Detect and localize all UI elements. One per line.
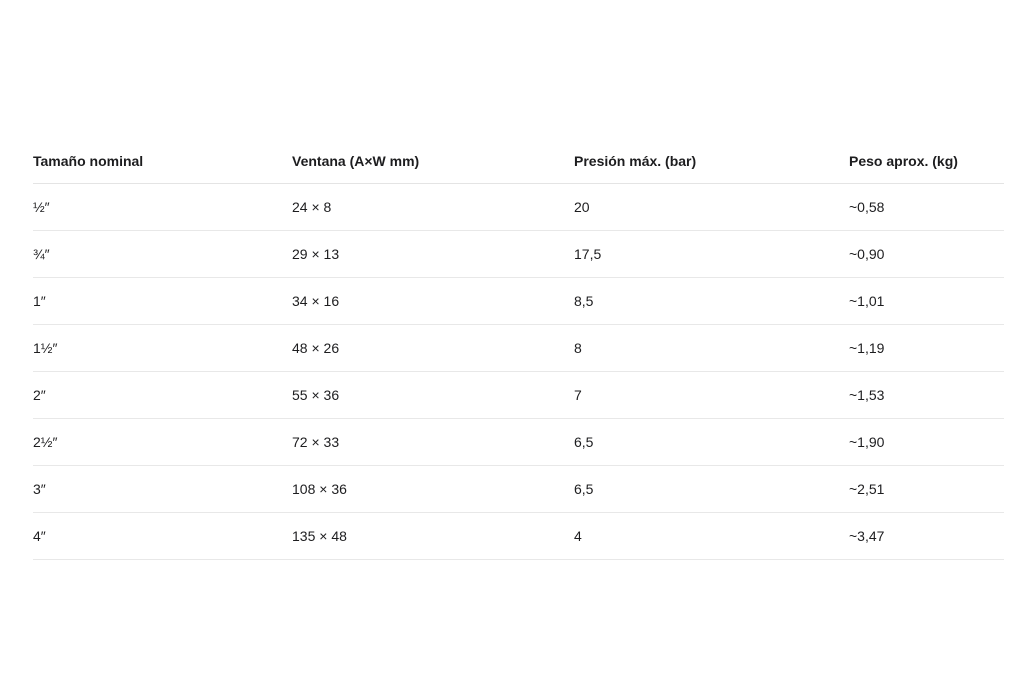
header-nominal-size: Tamaño nominal	[33, 138, 292, 184]
cell-weight: ~1,01	[849, 277, 1004, 325]
table-row: 2″ 55 × 36 7 ~1,53	[33, 371, 1004, 419]
table-row: 3″ 108 × 36 6,5 ~2,51	[33, 465, 1004, 513]
cell-max-pressure: 4	[574, 512, 849, 560]
cell-nominal-size: 2″	[33, 371, 292, 419]
cell-window: 24 × 8	[292, 183, 574, 231]
cell-window: 29 × 13	[292, 230, 574, 278]
header-weight: Peso aprox. (kg)	[849, 138, 1004, 184]
table-row: 2½″ 72 × 33 6,5 ~1,90	[33, 418, 1004, 466]
cell-nominal-size: ½″	[33, 183, 292, 231]
cell-max-pressure: 6,5	[574, 418, 849, 466]
cell-nominal-size: 2½″	[33, 418, 292, 466]
cell-weight: ~3,47	[849, 512, 1004, 560]
cell-window: 55 × 36	[292, 371, 574, 419]
cell-nominal-size: 1½″	[33, 324, 292, 372]
cell-max-pressure: 8,5	[574, 277, 849, 325]
cell-weight: ~0,90	[849, 230, 1004, 278]
cell-nominal-size: 4″	[33, 512, 292, 560]
cell-window: 108 × 36	[292, 465, 574, 513]
cell-max-pressure: 7	[574, 371, 849, 419]
cell-max-pressure: 20	[574, 183, 849, 231]
table-row: ½″ 24 × 8 20 ~0,58	[33, 183, 1004, 231]
cell-max-pressure: 17,5	[574, 230, 849, 278]
cell-window: 135 × 48	[292, 512, 574, 560]
table-row: ¾″ 29 × 13 17,5 ~0,90	[33, 230, 1004, 278]
cell-weight: ~1,90	[849, 418, 1004, 466]
cell-max-pressure: 8	[574, 324, 849, 372]
cell-window: 48 × 26	[292, 324, 574, 372]
table-row: 4″ 135 × 48 4 ~3,47	[33, 512, 1004, 560]
cell-max-pressure: 6,5	[574, 465, 849, 513]
cell-nominal-size: 3″	[33, 465, 292, 513]
cell-window: 72 × 33	[292, 418, 574, 466]
cell-weight: ~2,51	[849, 465, 1004, 513]
specs-table: Tamaño nominal Ventana (A×W mm) Presión …	[33, 138, 1004, 560]
table-header-row: Tamaño nominal Ventana (A×W mm) Presión …	[33, 138, 1004, 184]
cell-window: 34 × 16	[292, 277, 574, 325]
table-row: 1″ 34 × 16 8,5 ~1,01	[33, 277, 1004, 325]
cell-weight: ~0,58	[849, 183, 1004, 231]
header-max-pressure: Presión máx. (bar)	[574, 138, 849, 184]
cell-weight: ~1,53	[849, 371, 1004, 419]
cell-weight: ~1,19	[849, 324, 1004, 372]
cell-nominal-size: 1″	[33, 277, 292, 325]
cell-nominal-size: ¾″	[33, 230, 292, 278]
table-row: 1½″ 48 × 26 8 ~1,19	[33, 324, 1004, 372]
header-window: Ventana (A×W mm)	[292, 138, 574, 184]
